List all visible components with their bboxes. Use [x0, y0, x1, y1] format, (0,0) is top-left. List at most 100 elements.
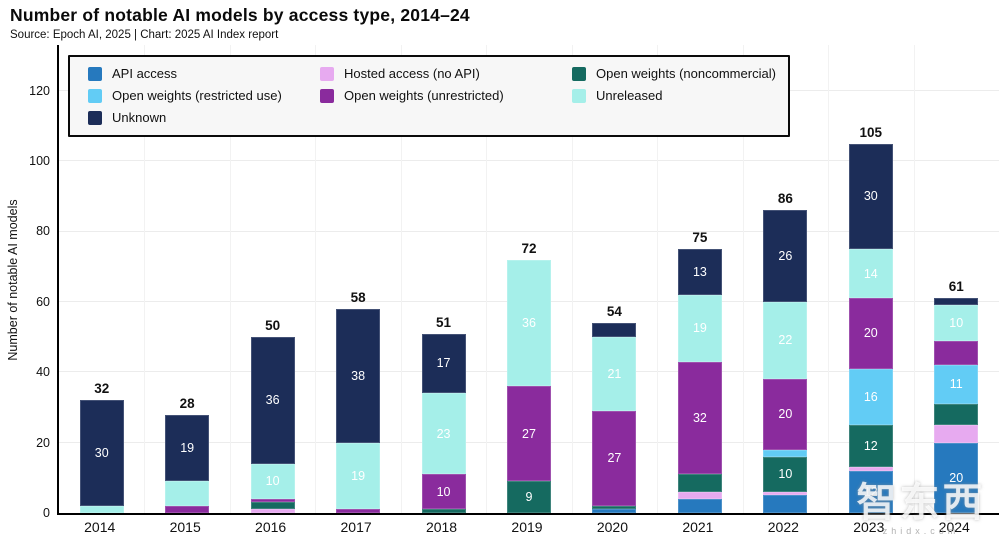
segment-value-label: 10	[778, 467, 793, 482]
segment-value-label: 19	[351, 468, 366, 483]
x-tick-label: 2016	[255, 519, 287, 535]
segment-value-label: 20	[949, 470, 964, 485]
bar-2021: 32 19 13 75	[677, 230, 722, 513]
bar-segment: 22	[763, 301, 808, 380]
segment-value-label: 32	[692, 410, 707, 425]
segment-value-label: 36	[265, 393, 280, 408]
bar-segment: 12	[848, 425, 893, 468]
legend-item: Open weights (restricted use)	[88, 89, 320, 103]
bar-segment: 30	[79, 400, 124, 506]
bar-2015: 19 28	[165, 396, 210, 513]
bar-segment	[336, 509, 381, 513]
legend-swatch-icon	[88, 111, 102, 125]
v-gridline	[828, 45, 830, 513]
segment-value-label: 14	[863, 266, 878, 281]
bar-segment	[934, 298, 979, 306]
v-gridline	[486, 45, 488, 513]
bar-segment: 10	[934, 305, 979, 341]
bar-2023: 12 12 16 20 14 30 105	[848, 125, 893, 513]
legend-swatch-icon	[320, 89, 334, 103]
v-gridline	[144, 45, 146, 513]
bar-total-label: 50	[265, 318, 281, 334]
bar-slot-2014: 30 32	[59, 45, 144, 513]
bar-segment: 30	[848, 143, 893, 250]
segment-value-label: 10	[265, 474, 280, 489]
bar-segment	[250, 498, 295, 503]
v-gridline	[229, 45, 231, 513]
bar-segment: 12	[848, 470, 893, 513]
x-tick-label: 2015	[169, 519, 201, 535]
legend-item: API access	[88, 67, 320, 81]
segment-value-label: 30	[863, 189, 878, 204]
segment-value-label: 20	[863, 326, 878, 341]
bar-segment: 10	[421, 474, 466, 510]
bar-segment: 36	[506, 259, 551, 387]
legend-label: Unreleased	[596, 88, 663, 103]
bar-2016: 10 36 50	[250, 318, 295, 513]
bar-segment: 27	[592, 410, 637, 506]
bar-total-label: 51	[436, 314, 452, 330]
v-gridline	[571, 45, 573, 513]
bar-segment: 11	[934, 365, 979, 404]
bar-segment: 36	[250, 337, 295, 464]
bar-segment: 20	[848, 298, 893, 369]
x-tick-label: 2017	[340, 519, 372, 535]
bar-segment	[250, 502, 295, 510]
segment-value-label: 26	[778, 248, 793, 263]
y-tick-label: 0	[43, 506, 50, 520]
bar-segment	[592, 505, 637, 510]
bar-total-label: 58	[350, 289, 366, 305]
bar-segment: 10	[250, 463, 295, 499]
bar-2017: 19 38 58	[336, 290, 381, 513]
bar-segment	[592, 323, 637, 338]
bar-2014: 30 32	[79, 381, 124, 513]
segment-value-label: 38	[351, 368, 366, 383]
v-gridline	[315, 45, 317, 513]
bar-segment	[934, 340, 979, 366]
legend-label: Open weights (noncommercial)	[596, 66, 776, 81]
segment-value-label: 11	[949, 377, 963, 392]
bar-segment: 9	[506, 481, 551, 513]
bar-slot-2024: 20 11 10 61	[914, 45, 999, 513]
bar-segment: 20	[763, 379, 808, 450]
bar-slot-2023: 12 12 16 20 14 30 105	[828, 45, 913, 513]
segment-value-label: 27	[522, 426, 536, 441]
bars-container: 30 32 19 28 10 36 50 19 38 58 10 23 17 51 9 27 36 72 27 21 5…	[59, 45, 999, 513]
legend-label: API access	[112, 66, 178, 81]
segment-value-label: 12	[863, 438, 878, 453]
y-tick-label: 40	[36, 365, 50, 380]
segment-value-label: 17	[436, 356, 451, 371]
bar-total-label: 72	[521, 240, 537, 256]
bar-2018: 10 23 17 51	[421, 315, 466, 513]
bar-segment	[165, 505, 210, 513]
segment-value-label: 23	[436, 426, 451, 441]
h-gridline	[59, 160, 999, 162]
bar-total-label: 54	[606, 304, 622, 320]
bar-segment: 19	[336, 442, 381, 510]
bar-segment	[79, 505, 124, 513]
bar-2022: 10 20 22 26 86	[763, 191, 808, 513]
segment-value-label: 10	[436, 484, 451, 499]
bar-total-label: 75	[692, 230, 708, 246]
legend-item: Unknown	[88, 111, 320, 125]
h-gridline	[59, 230, 999, 232]
legend-label: Unknown	[112, 110, 167, 125]
bar-segment: 13	[677, 249, 722, 295]
bar-segment	[763, 491, 808, 496]
legend: API access Hosted access (no API) Open wei…	[68, 55, 790, 137]
bar-segment	[592, 509, 637, 513]
x-tick-label: 2024	[938, 519, 970, 535]
x-tick-label: 2014	[84, 519, 116, 535]
bar-2020: 27 21 54	[592, 304, 637, 513]
bar-slot-2017: 19 38 58	[315, 45, 400, 513]
bar-segment	[848, 467, 893, 471]
v-gridline	[742, 45, 744, 513]
legend-item: Unreleased	[572, 89, 778, 103]
bar-total-label: 28	[179, 395, 195, 411]
x-tick-label: 2018	[425, 519, 458, 535]
x-tick-label: 2020	[596, 519, 629, 535]
y-tick-label: 20	[36, 435, 50, 450]
plot-area: 30 32 19 28 10 36 50 19 38 58 10 23 17 51 9 27 36 72 27 21 5…	[57, 45, 999, 515]
segment-value-label: 30	[94, 445, 109, 460]
